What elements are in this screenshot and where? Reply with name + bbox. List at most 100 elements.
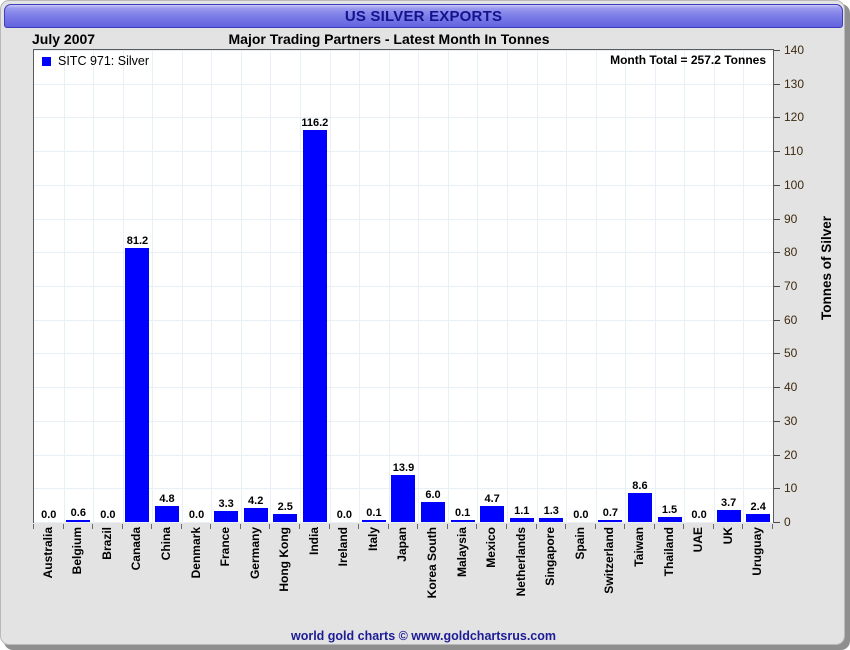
bar-slot: 0.0 xyxy=(93,50,123,522)
y-axis-title: Tonnes of Silver xyxy=(819,216,834,321)
gridline-horizontal xyxy=(34,117,773,118)
x-axis-label-slot: Canada xyxy=(122,524,152,619)
bar[interactable] xyxy=(716,509,741,522)
x-axis-tick xyxy=(151,524,152,529)
x-axis-label: Ireland xyxy=(336,527,351,567)
bar[interactable] xyxy=(746,513,771,522)
y-axis-tick xyxy=(774,151,780,152)
gridline-vertical xyxy=(300,50,301,522)
gridline-vertical xyxy=(389,50,390,522)
x-axis-tick xyxy=(624,524,625,529)
gridline-vertical xyxy=(359,50,360,522)
bar[interactable] xyxy=(361,520,386,522)
legend-swatch-silver xyxy=(42,56,51,66)
x-axis-tick xyxy=(299,524,300,529)
bar[interactable] xyxy=(598,519,623,522)
bar[interactable] xyxy=(539,517,564,522)
x-axis-tick xyxy=(210,524,211,529)
bar-value-label: 0.0 xyxy=(336,509,353,521)
legend: SITC 971: Silver xyxy=(42,54,149,68)
y-axis-tick-label: 130 xyxy=(784,77,805,91)
gridline-vertical xyxy=(211,50,212,522)
gridline-horizontal xyxy=(34,522,773,523)
bar[interactable] xyxy=(509,518,534,522)
gridline-vertical xyxy=(93,50,94,522)
bar-value-label: 3.7 xyxy=(720,496,737,509)
x-axis-tick xyxy=(92,524,93,529)
bar-slot: 1.1 xyxy=(507,50,537,522)
x-axis-tick xyxy=(506,524,507,529)
x-axis-tick xyxy=(595,524,596,529)
x-axis-label: Italy xyxy=(365,527,380,552)
bar[interactable] xyxy=(302,130,327,522)
bar[interactable] xyxy=(421,501,446,522)
x-axis-tick xyxy=(122,524,123,529)
x-axis-label: Denmark xyxy=(188,527,203,579)
x-axis-tick xyxy=(240,524,241,529)
bar[interactable] xyxy=(155,505,179,522)
bar[interactable] xyxy=(273,513,298,522)
bar[interactable] xyxy=(125,248,150,522)
x-axis-label-slot: Malaysia xyxy=(447,524,477,619)
bar[interactable] xyxy=(627,493,652,522)
gridline-vertical xyxy=(743,50,744,522)
gridline-vertical xyxy=(448,50,449,522)
x-axis-tick xyxy=(269,524,270,529)
gridline-vertical xyxy=(684,50,685,522)
gridline-vertical xyxy=(182,50,183,522)
bar-value-label: 0.6 xyxy=(70,506,86,519)
gridline-horizontal xyxy=(34,219,773,220)
gridline-horizontal xyxy=(34,455,773,456)
y-axis-tick xyxy=(774,522,780,523)
bar[interactable] xyxy=(657,516,682,522)
x-axis-label-slot: Australia xyxy=(33,524,63,619)
x-axis-label-slot: Denmark xyxy=(181,524,211,619)
bar[interactable] xyxy=(391,475,416,522)
bar[interactable] xyxy=(243,507,268,522)
x-axis-label: Netherlands xyxy=(513,527,528,597)
x-axis-label-slot: Italy xyxy=(358,524,388,619)
x-axis-label-slot: Hong Kong xyxy=(269,524,299,619)
chart-header: July 2007 Major Trading Partners - Lates… xyxy=(4,30,843,49)
bar-slot: 8.6 xyxy=(625,50,655,522)
bar-value-label: 0.0 xyxy=(41,509,57,521)
y-axis-tick xyxy=(774,320,780,321)
bar[interactable] xyxy=(66,519,91,522)
x-axis-tick xyxy=(63,524,64,529)
bar-slot: 81.2 xyxy=(123,50,153,522)
bar-slot: 1.5 xyxy=(655,50,685,522)
bar[interactable] xyxy=(214,510,239,522)
bar[interactable] xyxy=(480,506,505,522)
x-axis-tick xyxy=(329,524,330,529)
x-axis-tick xyxy=(417,524,418,529)
bar-slot: 0.0 xyxy=(34,50,64,522)
bar-value-label: 0.0 xyxy=(573,509,589,521)
x-axis-label-slot: UAE xyxy=(683,524,713,619)
legend-label-silver: SITC 971: Silver xyxy=(58,54,150,68)
chart-title: Major Trading Partners - Latest Month In… xyxy=(228,31,550,47)
x-axis-label-slot: Spain xyxy=(565,524,595,619)
x-axis-label: France xyxy=(218,527,233,567)
x-axis-label: Belgium xyxy=(70,527,85,575)
x-axis-tick xyxy=(536,524,537,529)
bar-slot: 4.7 xyxy=(477,50,507,522)
y-axis-tick-label: 20 xyxy=(784,448,798,462)
x-axis-label: UK xyxy=(720,527,735,545)
y-axis-tick-label: 50 xyxy=(784,346,798,360)
y-axis-tick xyxy=(774,117,780,118)
bar[interactable] xyxy=(450,520,475,522)
x-axis-label-slot: France xyxy=(210,524,240,619)
y-axis-tick-label: 140 xyxy=(784,43,805,57)
y-axis-tick-label: 90 xyxy=(784,212,798,226)
x-axis-label: Switzerland xyxy=(602,527,617,594)
y-axis-tick xyxy=(774,185,780,186)
bar-value-label: 0.1 xyxy=(366,507,382,519)
x-axis-tick xyxy=(447,524,448,529)
x-axis-label-slot: Japan xyxy=(388,524,418,619)
bar-slot: 116.2 xyxy=(300,50,330,522)
bar-slot: 0.1 xyxy=(359,50,389,522)
x-axis-tick xyxy=(476,524,477,529)
bar-slot: 4.8 xyxy=(152,50,182,522)
x-axis-label: Japan xyxy=(395,527,410,562)
y-axis-tick-label: 10 xyxy=(784,481,798,495)
